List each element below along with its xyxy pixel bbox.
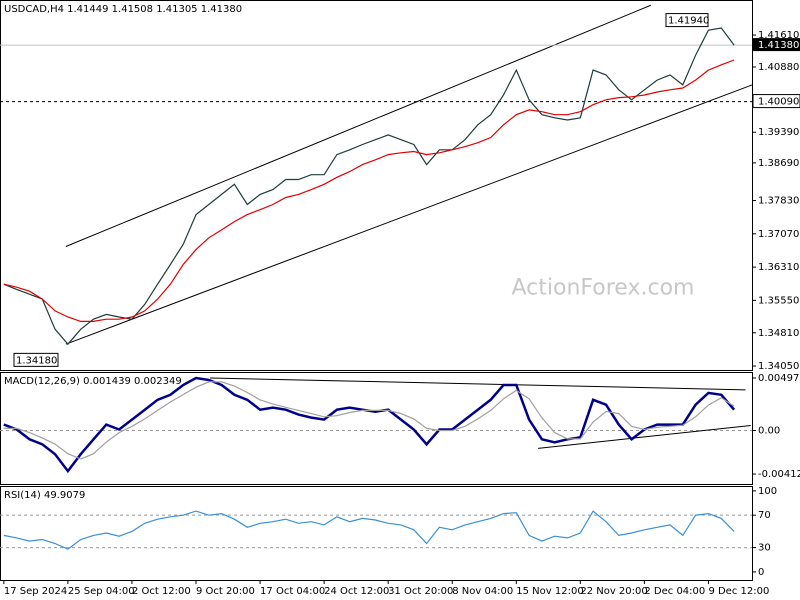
y-tick-label: 0.00 [758,425,780,436]
trend-line [210,377,746,391]
trend-line [65,4,651,247]
price-label-box [13,352,59,367]
y-tick-label: 100 [758,486,777,497]
panel-title: RSI(14) 49.9079 [4,490,85,501]
trend-line [538,425,751,449]
series-line [3,381,735,460]
panel-title: MACD(12,26,9) 0.001439 0.002349 [4,376,182,387]
x-tick-label: 17 Oct 04:00 [260,586,325,597]
y-tick-label: 1.34810 [758,328,799,339]
watermark: ActionForex.com [512,276,695,301]
y-tick-label: 30 [758,543,771,554]
x-tick-label: 25 Sep 04:00 [68,586,135,597]
price-label-box [665,13,709,28]
y-tick-label: 1.37070 [758,229,799,240]
y-tick-label: 1.36310 [758,262,799,273]
y-tick-label: 1.39390 [758,127,799,138]
x-tick-label: 24 Oct 12:00 [324,586,389,597]
x-tick-label: 31 Oct 20:00 [388,586,453,597]
price-label-box [752,94,800,109]
y-tick-label: 1.41610 [758,30,799,41]
panel-frame [0,372,753,485]
price-label: 1.34180 [16,355,57,366]
series-line [3,376,736,474]
x-tick-label: 17 Sep 2024 [4,586,67,597]
price-label-box [753,38,800,52]
y-tick-label: 1.38690 [758,158,799,169]
price-label: 1.41940 [668,16,709,27]
x-tick-label: 2 Dec 04:00 [644,586,705,597]
y-tick-label: 0 [758,567,764,578]
y-tick-label: 1.34050 [758,361,799,372]
panel-frame [0,486,753,581]
x-tick-label: 9 Oct 20:00 [196,586,255,597]
x-tick-label: 9 Dec 12:00 [708,586,769,597]
series-line [3,510,735,550]
series-line [3,59,735,322]
y-tick-label: 1.37830 [758,196,799,207]
panel-frame [0,0,753,371]
y-tick-label: 1.40880 [758,62,799,73]
price-label: 1.41380 [758,40,799,51]
x-tick-label: 8 Nov 04:00 [452,586,513,597]
panel-title: USDCAD,H4 1.41449 1.41508 1.41305 1.4138… [4,4,242,15]
x-tick-label: 2 Oct 12:00 [132,586,191,597]
x-tick-label: 22 Nov 20:00 [580,586,647,597]
y-tick-label: 1.35550 [758,295,799,306]
y-tick-label: -0.004126 [758,469,800,480]
x-tick-label: 15 Nov 12:00 [516,586,583,597]
price-label: 1.40090 [758,97,799,108]
trend-line [65,84,753,345]
y-tick-label: 0.004971 [758,373,800,384]
y-tick-label: 70 [758,510,771,521]
